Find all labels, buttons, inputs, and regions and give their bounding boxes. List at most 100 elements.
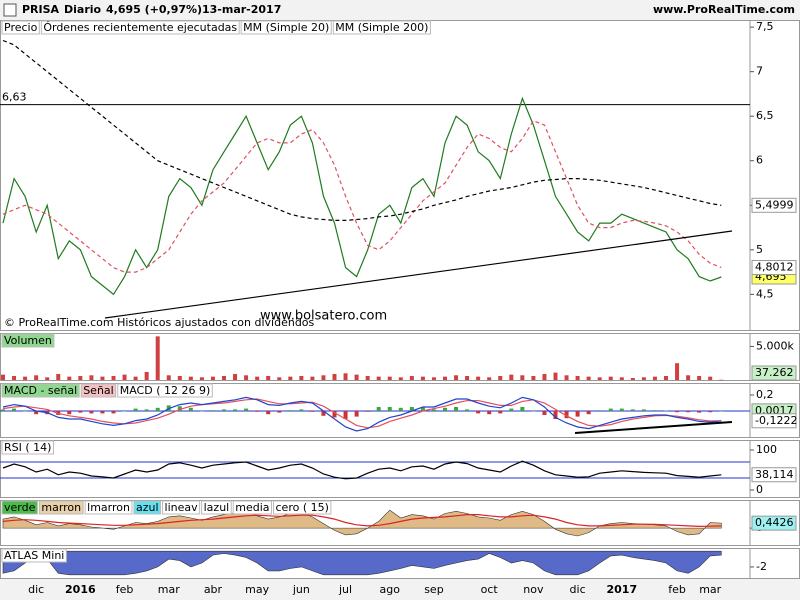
legend-entry: Precio <box>4 21 38 34</box>
x-tick-label: ago <box>380 583 401 596</box>
x-tick-label: abr <box>204 583 223 596</box>
bar <box>199 411 204 412</box>
bar <box>575 375 580 380</box>
panel-frame <box>0 333 800 381</box>
x-tick-label: feb <box>668 583 686 596</box>
end-label-bg <box>751 365 797 381</box>
legend-entry: lineav <box>165 501 199 514</box>
bar <box>56 373 61 380</box>
x-tick-label: oct <box>481 583 499 596</box>
bar <box>277 377 282 380</box>
legend-bg <box>1 500 38 515</box>
y-tick-label: 0 <box>756 483 763 496</box>
bar <box>144 409 149 411</box>
bar <box>509 374 514 380</box>
bar <box>708 376 713 380</box>
copyright: © ProRealTime.com Históricos ajustados c… <box>4 316 315 329</box>
bar <box>332 411 337 418</box>
bar <box>266 411 271 415</box>
bar <box>487 411 492 415</box>
legend-entry: lazul <box>204 501 230 514</box>
bar <box>78 375 83 380</box>
x-tick-label: jul <box>338 583 352 596</box>
bar <box>409 375 414 380</box>
end-label: 37.262 <box>755 366 794 379</box>
bar <box>177 406 182 411</box>
y-tick-label: 6,5 <box>756 109 774 122</box>
bar <box>89 375 94 380</box>
bar <box>1 374 5 380</box>
bar <box>233 409 238 411</box>
end-label: -0,1222 <box>755 414 797 427</box>
legend-bg <box>1 548 67 563</box>
bar <box>398 377 403 380</box>
panel-frame <box>0 440 800 498</box>
end-label: 38,114 <box>755 468 794 481</box>
bar <box>244 408 249 411</box>
bar <box>597 377 602 380</box>
y-tick-label: 0,2 <box>756 388 774 401</box>
bar <box>686 375 691 380</box>
legend-bg <box>162 500 201 515</box>
bar <box>288 410 293 411</box>
bar <box>111 375 116 380</box>
bar <box>697 375 702 380</box>
series-area <box>2 550 722 576</box>
h-line-label: 6,63 <box>2 91 27 104</box>
bar <box>144 371 149 380</box>
x-tick-label: mar <box>158 583 180 596</box>
bar <box>34 375 39 380</box>
bar <box>465 375 470 380</box>
legend-entry: media <box>235 501 269 514</box>
bar <box>509 408 514 411</box>
bar <box>299 375 304 380</box>
bar <box>664 375 668 380</box>
bar <box>133 376 138 380</box>
bar <box>575 411 580 417</box>
legend-entry: azul <box>136 501 159 514</box>
end-label-bg <box>751 260 797 276</box>
bar <box>630 377 635 380</box>
bar <box>520 407 525 411</box>
bar <box>12 408 17 411</box>
legend-bg <box>1 333 55 348</box>
bar <box>233 373 238 380</box>
legend-bg <box>40 20 240 35</box>
bar <box>100 376 105 380</box>
legend-bg <box>133 500 162 515</box>
bar <box>365 411 370 412</box>
bar <box>365 375 370 380</box>
trend-line <box>574 421 733 434</box>
bar <box>608 408 613 411</box>
bar <box>111 411 116 414</box>
bar <box>686 411 691 413</box>
x-axis-bar <box>0 579 800 600</box>
legend-entry: RSI ( 14) <box>4 441 51 454</box>
legend-entry: Señal <box>83 384 114 397</box>
bar <box>641 409 646 411</box>
series-line <box>2 96 722 296</box>
legend-entry: ATLAS Mini <box>4 549 64 562</box>
bar <box>166 375 171 380</box>
bar <box>155 336 160 380</box>
bar <box>23 376 28 380</box>
period: Diario <box>64 3 102 16</box>
end-label-bg <box>751 197 797 213</box>
end-label-bg <box>751 467 797 483</box>
bar <box>78 411 83 413</box>
x-tick-label: sep <box>424 583 443 596</box>
legend-entry: Órdenes recientemente ejecutadas <box>43 21 237 34</box>
bar <box>354 374 359 380</box>
bar <box>487 377 492 380</box>
bar <box>476 376 481 380</box>
bar <box>542 411 547 415</box>
watermark: www.bolsatero.com <box>260 309 387 324</box>
y-tick-label: 7 <box>756 65 763 78</box>
header-icon <box>3 3 17 17</box>
bar <box>155 407 160 411</box>
bar <box>1 409 5 411</box>
bar <box>332 373 337 380</box>
bar <box>454 407 459 411</box>
x-tick-label: feb <box>116 583 134 596</box>
legend-bg <box>117 383 213 398</box>
